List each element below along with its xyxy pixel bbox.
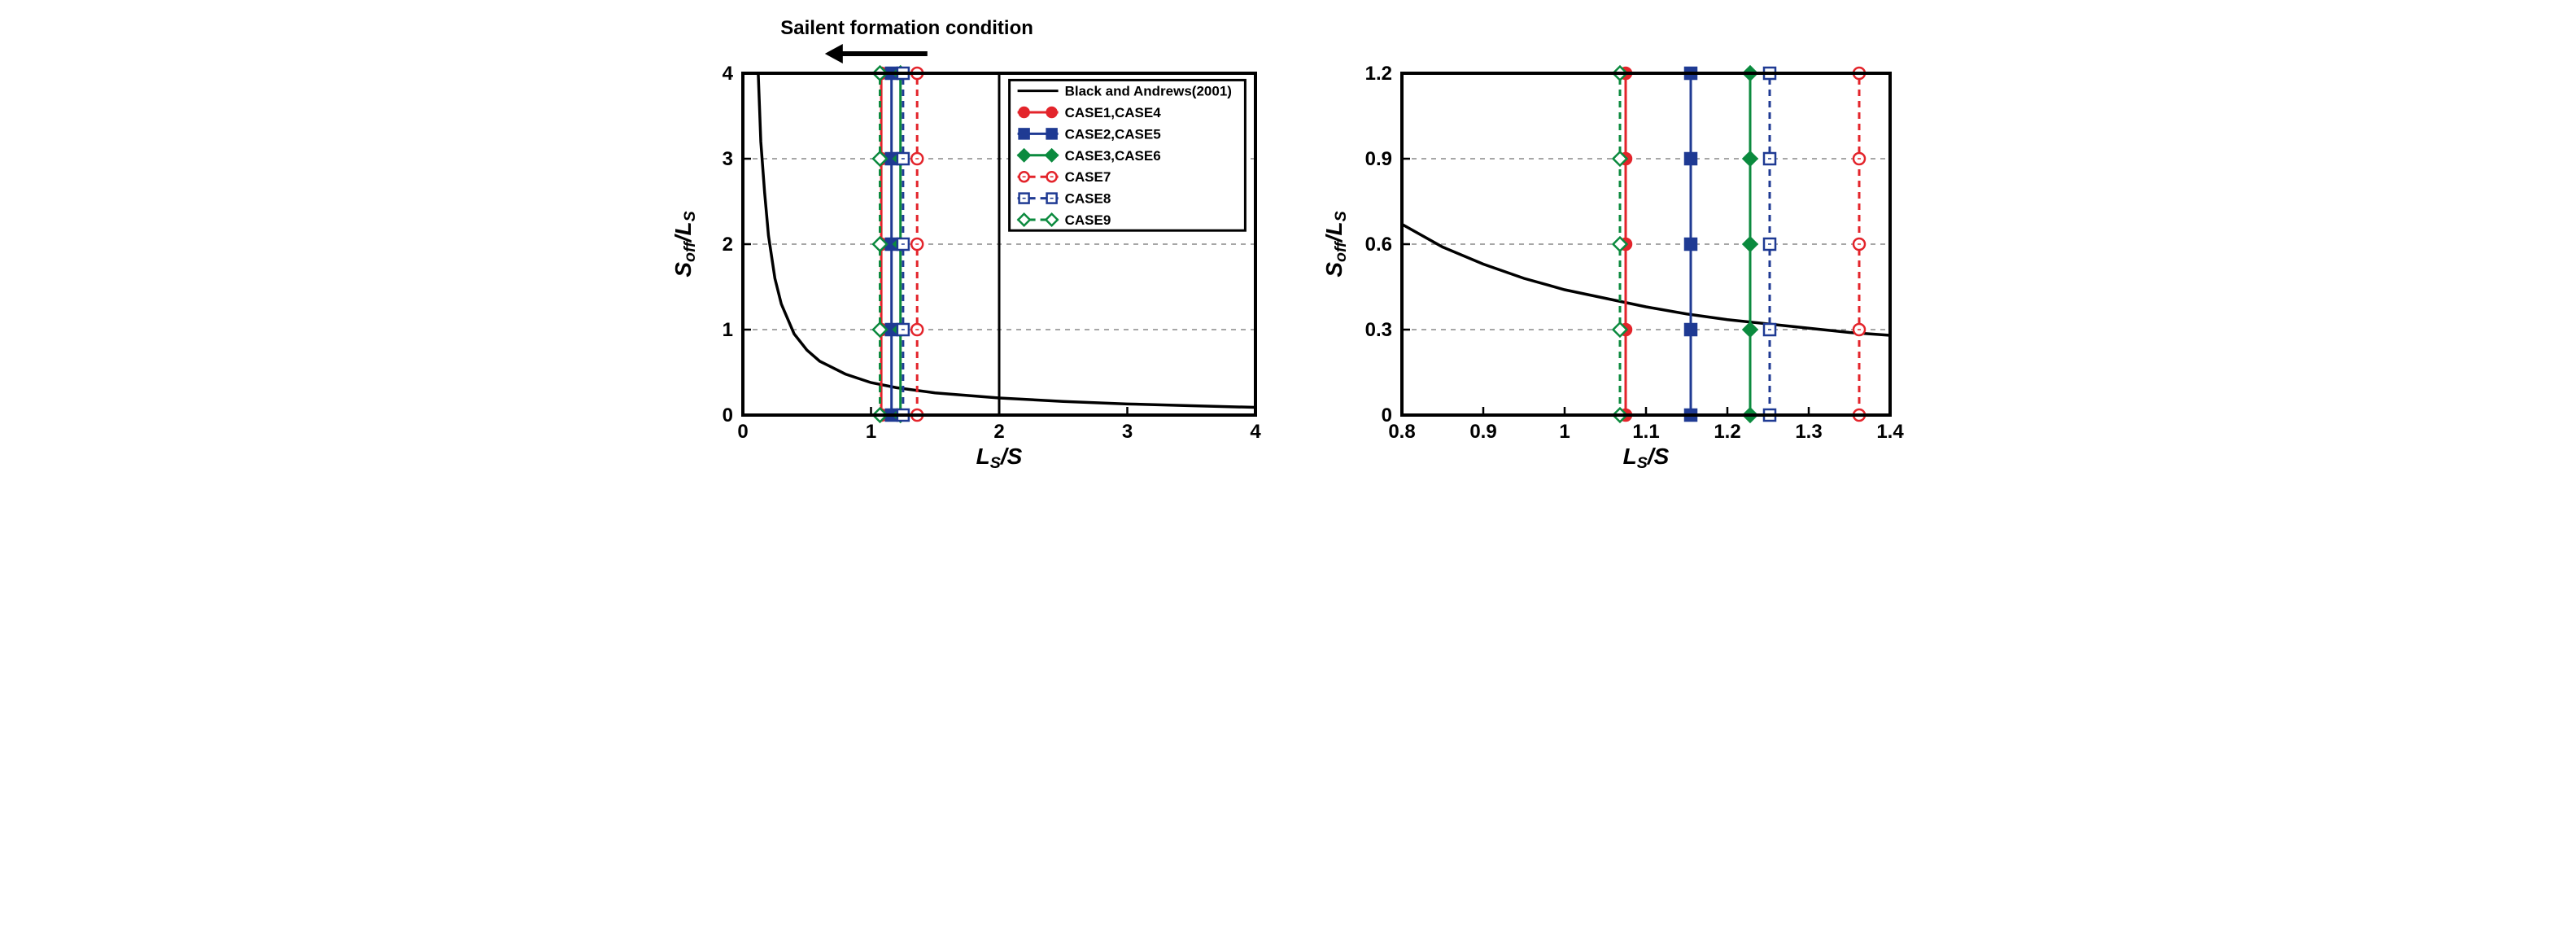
y-tick-label: 0.9 xyxy=(1365,148,1392,170)
y-tick-label: 4 xyxy=(723,63,734,85)
x-tick-label: 1.4 xyxy=(1876,421,1904,443)
y-tick-label: 2 xyxy=(723,234,733,256)
right-chart-svg: 0.80.911.11.21.31.400.30.60.91.2LS/SSoff… xyxy=(1321,16,1906,472)
x-tick-label: 0.9 xyxy=(1469,421,1496,443)
y-tick-label: 0.3 xyxy=(1365,319,1392,341)
legend-item-label: CASE7 xyxy=(1065,169,1111,185)
y-tick-label: 1 xyxy=(723,319,733,341)
legend-item-label: CASE1,CASE4 xyxy=(1065,105,1162,120)
legend-item-label: CASE2,CASE5 xyxy=(1065,126,1161,142)
y-tick-label: 3 xyxy=(723,148,733,170)
left-chart-svg: Sailent formation condition0123401234LS/… xyxy=(670,16,1272,472)
x-tick-label: 0 xyxy=(737,421,748,443)
x-tick-label: 3 xyxy=(1122,421,1133,443)
right-chart-wrapper: 0.80.911.11.21.31.400.30.60.91.2LS/SSoff… xyxy=(1321,16,1906,476)
legend-item-label: CASE9 xyxy=(1065,212,1111,228)
left-chart-wrapper: Sailent formation condition0123401234LS/… xyxy=(670,16,1272,476)
x-tick-label: 1.1 xyxy=(1632,421,1659,443)
x-tick-label: 0.8 xyxy=(1388,421,1415,443)
y-tick-label: 0.6 xyxy=(1365,234,1392,256)
charts-container: Sailent formation condition0123401234LS/… xyxy=(16,16,2560,476)
y-tick-label: 0 xyxy=(723,404,733,426)
x-tick-label: 1 xyxy=(1559,421,1570,443)
legend-item-label: Black and Andrews(2001) xyxy=(1065,84,1232,99)
y-tick-label: 0 xyxy=(1382,404,1392,426)
x-tick-label: 4 xyxy=(1250,421,1261,443)
x-tick-label: 1.2 xyxy=(1714,421,1740,443)
legend-item-label: CASE3,CASE6 xyxy=(1065,148,1161,164)
x-tick-label: 1.3 xyxy=(1795,421,1822,443)
y-tick-label: 1.2 xyxy=(1365,63,1392,85)
legend-item-label: CASE8 xyxy=(1065,191,1111,207)
x-tick-label: 2 xyxy=(993,421,1004,443)
x-tick-label: 1 xyxy=(866,421,876,443)
annotation-text: Sailent formation condition xyxy=(780,17,1033,39)
